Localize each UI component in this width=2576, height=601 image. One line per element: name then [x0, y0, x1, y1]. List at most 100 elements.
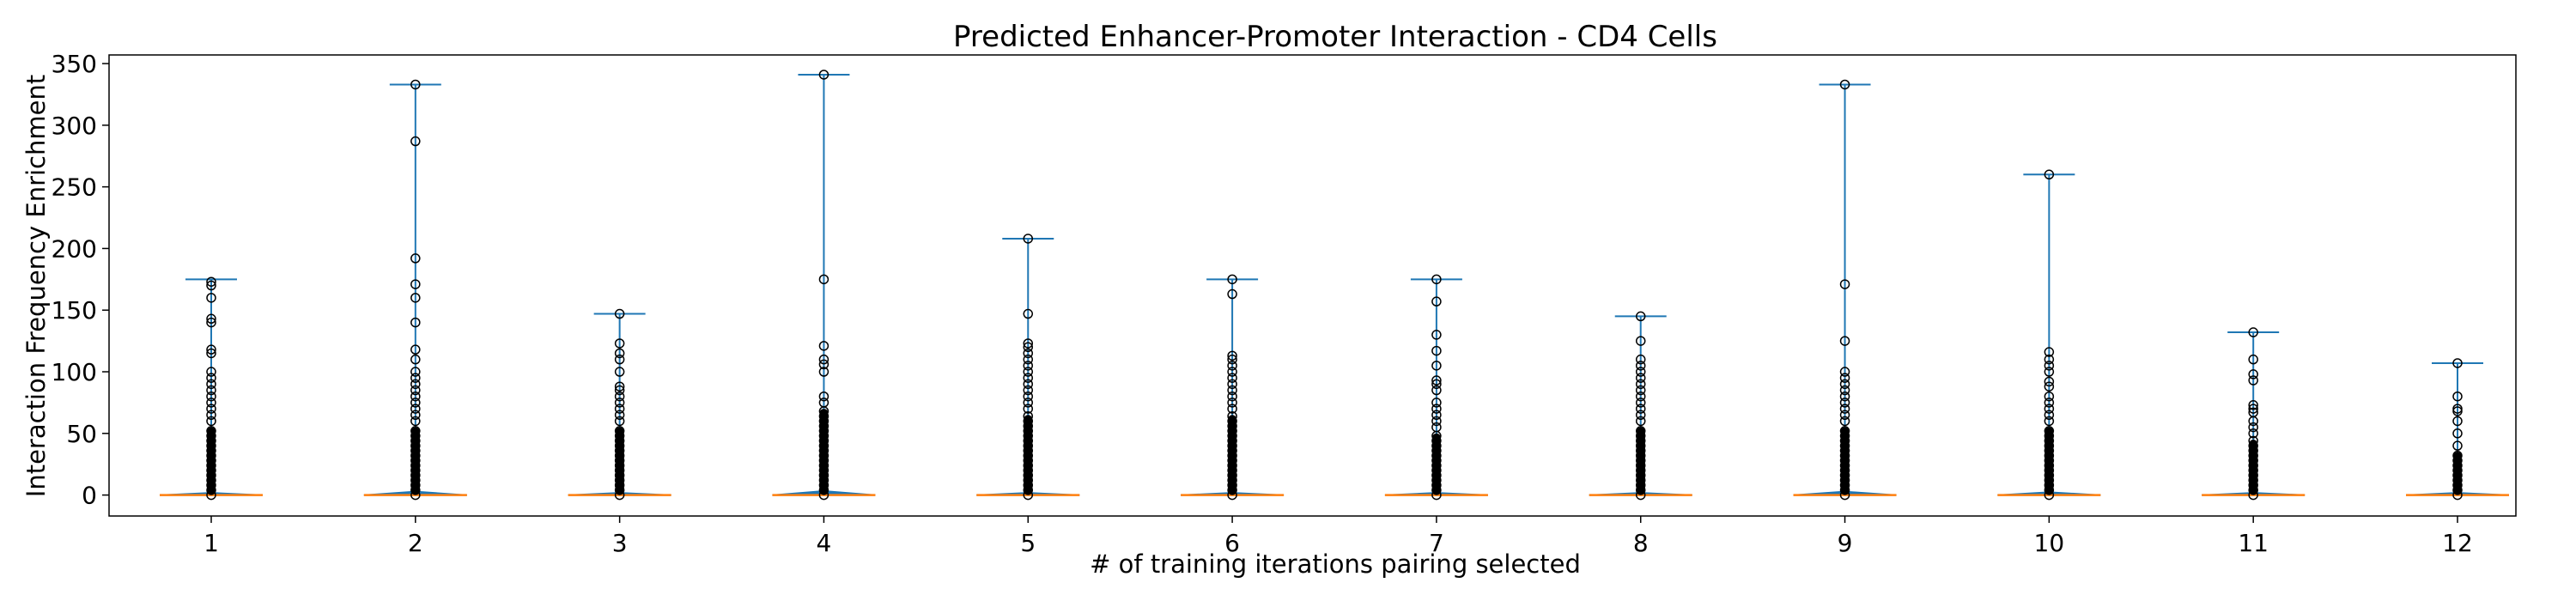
outlier-point [410, 279, 421, 289]
outlier-point [1023, 485, 1034, 495]
outlier-point [1635, 480, 1646, 490]
outlier-point [2248, 455, 2258, 466]
x-tick-label: 2 [408, 529, 423, 557]
outlier-point [1839, 485, 1850, 495]
outlier-point [1431, 485, 1442, 495]
outlier-point [2452, 450, 2463, 461]
outlier-point [818, 455, 829, 466]
outlier-point [1023, 430, 1034, 441]
outlier-point [1023, 361, 1034, 371]
outlier-point [410, 460, 421, 470]
outlier-point [1635, 440, 1646, 451]
outlier-point [1431, 375, 1442, 385]
outlier-point [2044, 460, 2055, 470]
outlier-point [1635, 435, 1646, 446]
outlier-point [2248, 404, 2258, 414]
outlier-point [2452, 416, 2463, 427]
outlier-point [1431, 416, 1442, 427]
outlier-point [1839, 475, 1850, 486]
outlier-point [1023, 435, 1034, 446]
outlier-point [410, 410, 421, 421]
outlier-point [410, 446, 421, 456]
outlier-point [1227, 475, 1237, 486]
outlier-point [2452, 455, 2463, 466]
outlier-point [1635, 311, 1646, 322]
outlier-point [1635, 465, 1646, 476]
outlier-point [818, 460, 829, 470]
outlier-point [206, 455, 216, 466]
outlier-point [818, 489, 829, 501]
outlier-point [410, 385, 421, 396]
outlier-point [206, 470, 216, 481]
outlier-point [1227, 465, 1237, 476]
outlier-point [818, 426, 829, 436]
outlier-point [1431, 450, 1442, 461]
outlier-point [1839, 416, 1850, 427]
outlier-point [2248, 475, 2258, 486]
outlier-point [1635, 404, 1646, 414]
outlier-point [410, 480, 421, 490]
outlier-point [206, 379, 216, 390]
outlier-point [818, 435, 829, 446]
outlier-point [818, 446, 829, 456]
x-axis-label: # of training iterations pairing selecte… [1090, 549, 1581, 579]
outlier-point [410, 470, 421, 481]
outlier-point [1635, 470, 1646, 481]
y-tick-label: 50 [66, 420, 97, 448]
outlier-point [1635, 379, 1646, 390]
outlier-point [1839, 404, 1850, 414]
outlier-point [1023, 373, 1034, 383]
outlier-point [1227, 485, 1237, 495]
outlier-point [614, 450, 625, 461]
outlier-point [1227, 455, 1237, 466]
outlier-point [206, 276, 216, 287]
outlier-point [1227, 361, 1237, 371]
outlier-point [2044, 381, 2055, 392]
outlier-point [206, 416, 216, 427]
outlier-point [2452, 480, 2463, 490]
outlier-point [818, 480, 829, 490]
outlier-point [1839, 470, 1850, 481]
outlier-point [2044, 465, 2055, 476]
outlier-point [1635, 475, 1646, 486]
y-tick-label: 100 [52, 358, 97, 386]
outlier-point [1431, 410, 1442, 421]
outlier-point [1839, 385, 1850, 396]
outlier-point [818, 416, 829, 427]
outlier-point [206, 460, 216, 470]
outlier-point [1839, 79, 1850, 90]
outlier-point [614, 398, 625, 408]
outlier-point [1839, 489, 1850, 501]
outlier-point [206, 450, 216, 461]
outlier-point [1431, 465, 1442, 476]
outlier-point [410, 317, 421, 328]
outlier-point [1023, 416, 1034, 427]
outlier-point [410, 391, 421, 402]
outlier-point [1839, 430, 1850, 441]
outlier-point [2248, 446, 2258, 456]
outlier-point [614, 426, 625, 436]
outlier-point [410, 354, 421, 365]
x-tick-label: 7 [1429, 529, 1444, 557]
outlier-point [818, 341, 829, 351]
y-axis-label: Interaction Frequency Enrichment [21, 75, 51, 497]
outlier-point [206, 317, 216, 328]
outlier-point [2248, 450, 2258, 461]
outlier-point [2044, 440, 2055, 451]
outlier-point [614, 460, 625, 470]
outlier-point [2248, 435, 2258, 446]
outlier-point [2044, 367, 2055, 377]
outlier-point [206, 489, 216, 501]
outlier-point [410, 398, 421, 408]
outlier-point [410, 475, 421, 486]
outlier-point [206, 293, 216, 303]
outlier-point [2248, 428, 2258, 439]
outlier-point [614, 404, 625, 414]
outlier-point [206, 398, 216, 408]
plot-frame [108, 54, 2517, 517]
outlier-point [410, 344, 421, 355]
outlier-point [1023, 426, 1034, 436]
outlier-point [1023, 455, 1034, 466]
outlier-point [1227, 416, 1237, 427]
outlier-point [206, 465, 216, 476]
